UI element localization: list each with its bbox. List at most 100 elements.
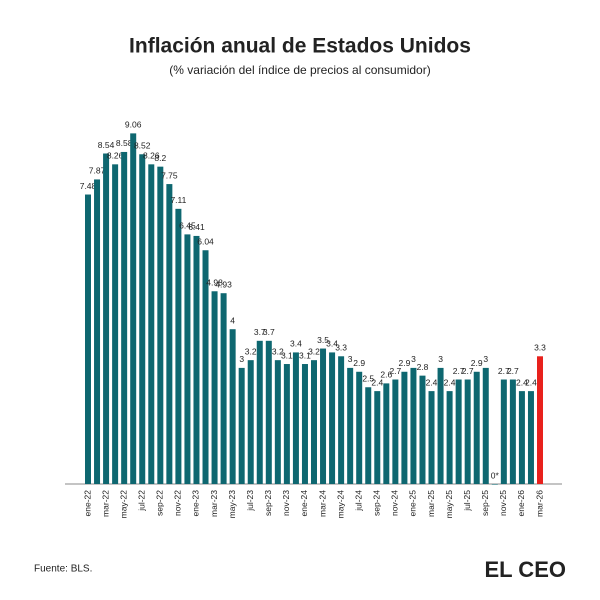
x-tick-label: ene-26: [516, 490, 526, 517]
data-label: 2.9: [398, 358, 410, 368]
x-tick-label: sep-22: [155, 490, 165, 516]
brand-logo: EL CEO: [484, 557, 566, 582]
data-label: 2.7: [389, 366, 401, 376]
bar: [527, 391, 534, 484]
bar: [455, 379, 462, 484]
x-tick-label: mar-26: [534, 490, 544, 517]
data-label: 4.93: [215, 279, 232, 289]
bar: [292, 352, 299, 484]
data-label: 3: [483, 354, 488, 364]
x-tick-label: nov-23: [281, 490, 291, 516]
bar: [419, 375, 426, 484]
source: Fuente: BLS.: [34, 564, 92, 575]
bar: [256, 340, 263, 484]
data-label: 8.54: [98, 140, 115, 150]
x-tick-label: may-22: [118, 490, 128, 519]
bar: [103, 153, 110, 484]
bar: [518, 391, 525, 484]
data-label: 2.7: [507, 366, 519, 376]
data-label: 3: [239, 354, 244, 364]
data-label: 3.5: [317, 335, 329, 345]
x-tick-label: mar-22: [100, 490, 110, 517]
data-label: 7.75: [161, 170, 178, 180]
bar: [491, 484, 498, 485]
bar: [220, 293, 227, 484]
bar: [410, 367, 417, 484]
data-label: 2.9: [471, 358, 483, 368]
x-tick-label: may-23: [227, 490, 237, 519]
data-label: 3.4: [290, 339, 302, 349]
data-label: 3.7: [254, 327, 266, 337]
data-label: 4.98: [206, 278, 223, 288]
data-label: 2.8: [417, 362, 429, 372]
data-label: 3.7: [263, 327, 275, 337]
data-label: 2.4: [444, 377, 456, 387]
data-label: 3.1: [299, 350, 311, 360]
data-label: 3: [348, 354, 353, 364]
data-label: 6.04: [197, 237, 214, 247]
data-label: 3.4: [326, 339, 338, 349]
bar: [509, 379, 516, 484]
data-label: 8.58: [116, 138, 133, 148]
data-label: 6.41: [188, 222, 205, 232]
chart-title: Inflación anual de Estados Unidos: [129, 35, 471, 58]
bar: [464, 379, 471, 484]
bar: [202, 250, 209, 484]
bar: [356, 371, 363, 484]
x-tick-label: nov-24: [390, 490, 400, 516]
data-label: 3.3: [335, 343, 347, 353]
bar: [311, 360, 317, 484]
data-label: 3.2: [308, 346, 320, 356]
bar: [274, 360, 281, 484]
data-label: 8.26: [107, 151, 124, 161]
data-label: 7.11: [170, 195, 186, 205]
bar: [401, 371, 408, 484]
data-label: 0*: [491, 470, 500, 480]
data-label: 3.2: [245, 346, 257, 356]
data-label: 3.2: [272, 346, 284, 356]
data-label: 3.1: [281, 350, 293, 360]
bar: [338, 356, 345, 484]
bar: [473, 371, 480, 484]
bar: [329, 352, 336, 484]
data-label: 3.3: [534, 343, 546, 353]
data-label: 9.06: [125, 120, 142, 130]
x-tick-label: ene-25: [408, 490, 418, 517]
chart-subtitle: (% variación del índice de precios al co…: [169, 63, 430, 77]
bar: [374, 391, 381, 484]
data-label: 8.2: [154, 153, 166, 163]
x-tick-label: ene-24: [299, 490, 309, 517]
data-label: 7.87: [89, 166, 106, 176]
bar: [482, 367, 489, 484]
data-label: 2.5: [362, 374, 374, 384]
x-tick-label: nov-22: [173, 490, 183, 516]
data-label: 2.4: [426, 377, 438, 387]
bar: [130, 133, 137, 485]
bar: [500, 379, 507, 484]
bar: [392, 379, 399, 484]
data-label: 2.7: [462, 366, 474, 376]
x-tick-label: sep-23: [263, 490, 273, 516]
bar: [320, 348, 327, 484]
data-label: 2.6: [380, 370, 392, 380]
bar: [148, 164, 155, 484]
bar: [175, 208, 182, 484]
bar: [301, 364, 308, 484]
data-label: 2.7: [498, 366, 510, 376]
x-tick-label: jul-22: [136, 490, 146, 512]
bar: [211, 291, 218, 484]
data-label: 2.4: [371, 377, 383, 387]
x-tick-label: nov-25: [498, 490, 508, 516]
bar: [365, 387, 372, 484]
data-label: 3: [438, 354, 443, 364]
bar: [184, 234, 191, 484]
bar: [383, 383, 390, 484]
data-label: 4: [230, 315, 235, 325]
bar: [85, 194, 91, 485]
bar: [166, 184, 173, 484]
data-label: 6.45: [179, 221, 196, 231]
bar: [94, 179, 101, 484]
x-tick-label: ene-22: [82, 490, 92, 517]
x-tick-label: mar-23: [209, 490, 219, 517]
